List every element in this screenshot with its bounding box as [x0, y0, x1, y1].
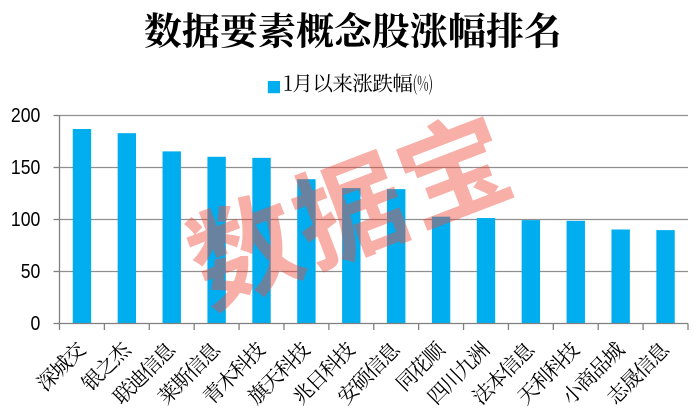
svg-text:0: 0 [31, 313, 41, 335]
svg-text:150: 150 [11, 157, 40, 179]
svg-text:50: 50 [21, 261, 41, 283]
svg-text:200: 200 [11, 105, 40, 127]
svg-text:100: 100 [11, 209, 40, 231]
